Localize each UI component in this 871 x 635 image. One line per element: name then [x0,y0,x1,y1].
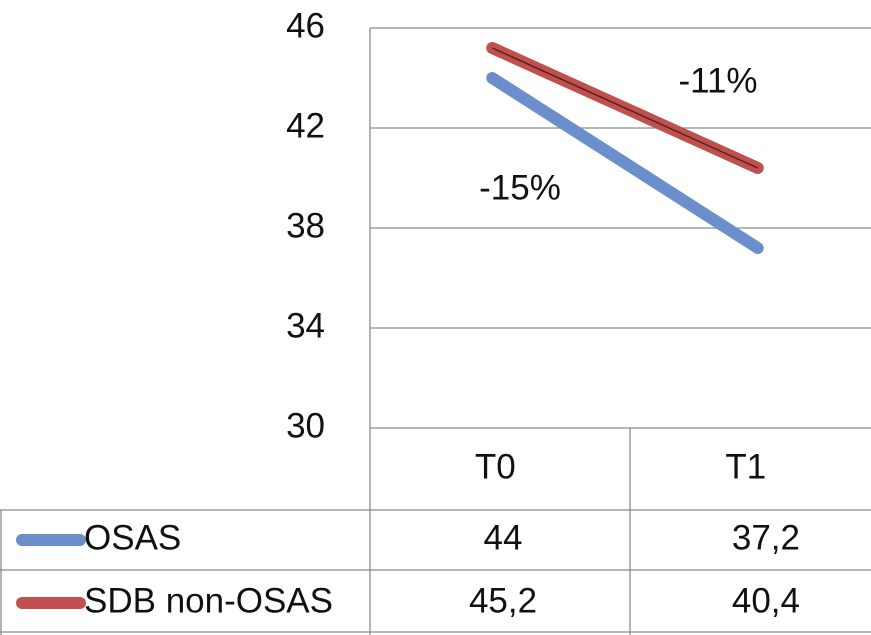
x-tick-label: T1 [725,447,766,486]
y-tick-label: 38 [286,206,325,245]
legend-label: SDB non-OSAS [84,581,333,620]
y-tick-label: 42 [286,106,325,145]
annotation: -11% [678,61,757,100]
table-value: 37,2 [732,518,800,557]
legend-label: OSAS [84,518,181,557]
annotation: -15% [479,168,561,207]
y-tick-label: 34 [286,306,325,345]
x-tick-label: T0 [475,447,516,486]
table-value: 40,4 [732,581,800,620]
table-value: 45,2 [469,581,537,620]
table-value: 44 [484,518,523,557]
y-tick-label: 46 [286,6,325,45]
chart: 30 34 38 42 46 T0 T1 OSAS 44 37,2 SDB non-OSAS 45,2… [0,0,871,635]
y-tick-label: 30 [286,406,325,445]
